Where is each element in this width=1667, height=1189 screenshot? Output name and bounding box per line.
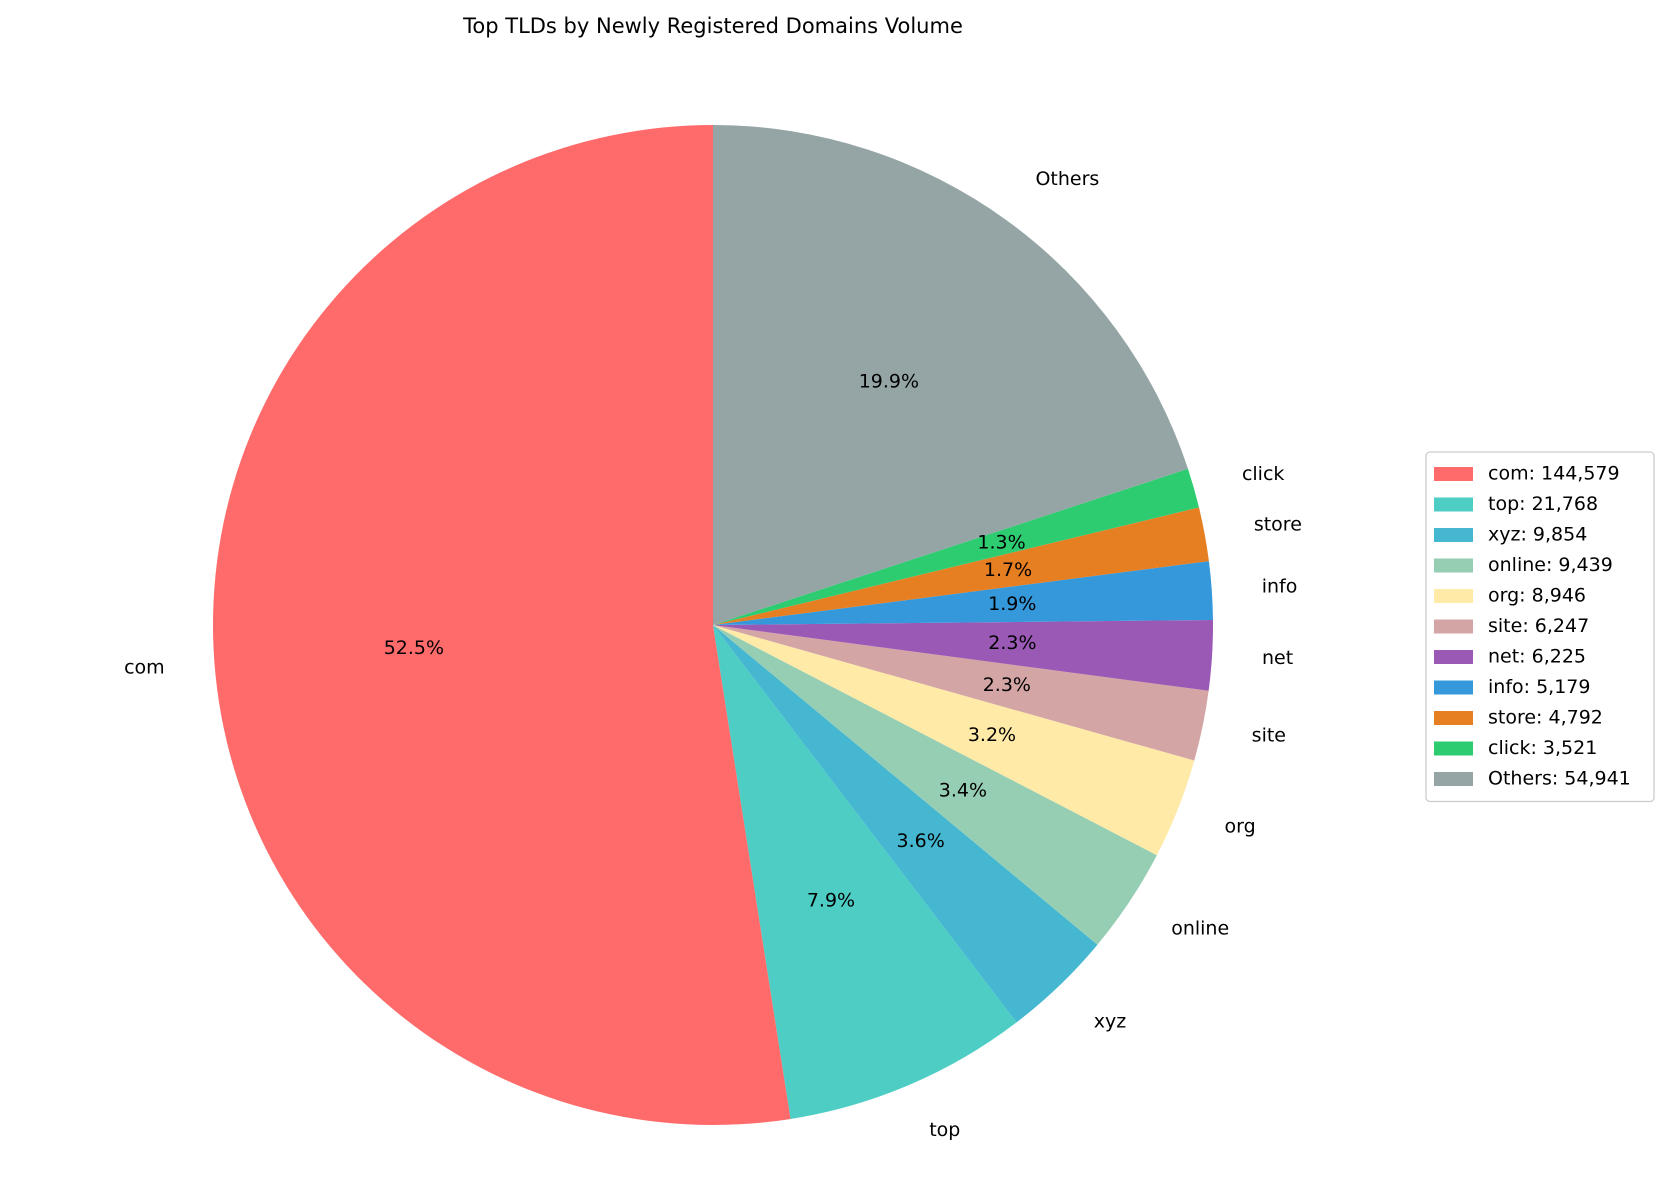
legend-swatch-online [1434, 558, 1473, 573]
legend-swatch-org [1434, 589, 1473, 603]
legend-label-click: click: 3,521 [1488, 737, 1597, 759]
legend-swatch-net [1434, 650, 1473, 664]
slice-labels: com top xyz online org site net info store click O… [124, 168, 1302, 1141]
slice-percent-com: 52.5% [384, 637, 444, 659]
legend-swatch-site [1434, 619, 1473, 634]
slice-percent-site: 2.3% [983, 674, 1031, 696]
pie-slice-net [713, 619, 1213, 691]
pie-slice-org [713, 625, 1195, 856]
slice-label-store: store [1254, 514, 1302, 536]
pie-slice-click [713, 468, 1199, 625]
legend-label-others: Others: 54,941 [1488, 768, 1631, 790]
legend-label-com: com: 144,579 [1488, 463, 1620, 485]
slice-label-click: click [1242, 463, 1284, 485]
slice-percent-xyz: 3.6% [897, 830, 945, 852]
legend-swatch-others [1434, 772, 1473, 786]
legend: com: 144,579 top: 21,768 xyz: 9,854 online:… [1425, 451, 1655, 803]
legend-swatch-info [1434, 680, 1473, 695]
legend-label-online: online: 9,439 [1488, 554, 1613, 576]
legend-label-store: store: 4,792 [1488, 707, 1603, 729]
slice-percent-store: 1.7% [984, 559, 1032, 581]
slice-label-top: top [929, 1119, 960, 1141]
legend-swatch-xyz [1434, 528, 1473, 542]
slice-percent-online: 3.4% [939, 779, 987, 801]
legend-swatch-store [1434, 711, 1473, 725]
legend-label-xyz: xyz: 9,854 [1488, 524, 1587, 546]
legend-label-top: top: 21,768 [1488, 493, 1598, 515]
slice-percent-org: 3.2% [968, 724, 1016, 746]
slice-percent-labels: 52.5% 7.9% 3.6% 3.4% 3.2% 2.3% 2.3% 1.9% 1.7% 1.3… [384, 370, 1037, 911]
slice-label-org: org [1224, 816, 1255, 838]
legend-frame [1425, 451, 1655, 803]
legend-swatch-com [1434, 467, 1473, 481]
pie-slice-top [713, 625, 1017, 1119]
legend-label-org: org: 8,946 [1488, 585, 1586, 607]
pie-slice-info [713, 561, 1213, 625]
pie-slice-site [713, 625, 1209, 761]
legend-swatch-top [1434, 497, 1473, 512]
slice-label-net: net [1262, 647, 1293, 669]
legend-swatch-click [1434, 741, 1473, 756]
slice-label-others: Others [1035, 168, 1099, 190]
slice-label-xyz: xyz [1094, 1010, 1126, 1032]
slice-label-info: info [1262, 576, 1298, 598]
slice-percent-info: 1.9% [988, 593, 1036, 615]
slice-percent-click: 1.3% [977, 531, 1025, 553]
pie-slice-others [713, 125, 1188, 625]
chart-title: Top TLDs by Newly Registered Domains Vol… [462, 14, 963, 38]
pie-slice-xyz [713, 625, 1098, 1023]
pie-slice-com [213, 125, 791, 1125]
legend-label-net: net: 6,225 [1488, 646, 1586, 668]
pie-slices [213, 125, 1213, 1125]
slice-label-com: com [124, 656, 165, 678]
pie-slice-online [713, 625, 1157, 945]
slice-label-site: site [1252, 724, 1286, 746]
slice-percent-top: 7.9% [807, 889, 855, 911]
slice-percent-others: 19.9% [859, 370, 919, 392]
slice-label-online: online [1171, 918, 1229, 940]
pie-slice-store [713, 507, 1209, 625]
slice-percent-net: 2.3% [988, 632, 1036, 654]
legend-label-site: site: 6,247 [1488, 615, 1589, 637]
legend-label-info: info: 5,179 [1488, 676, 1590, 698]
